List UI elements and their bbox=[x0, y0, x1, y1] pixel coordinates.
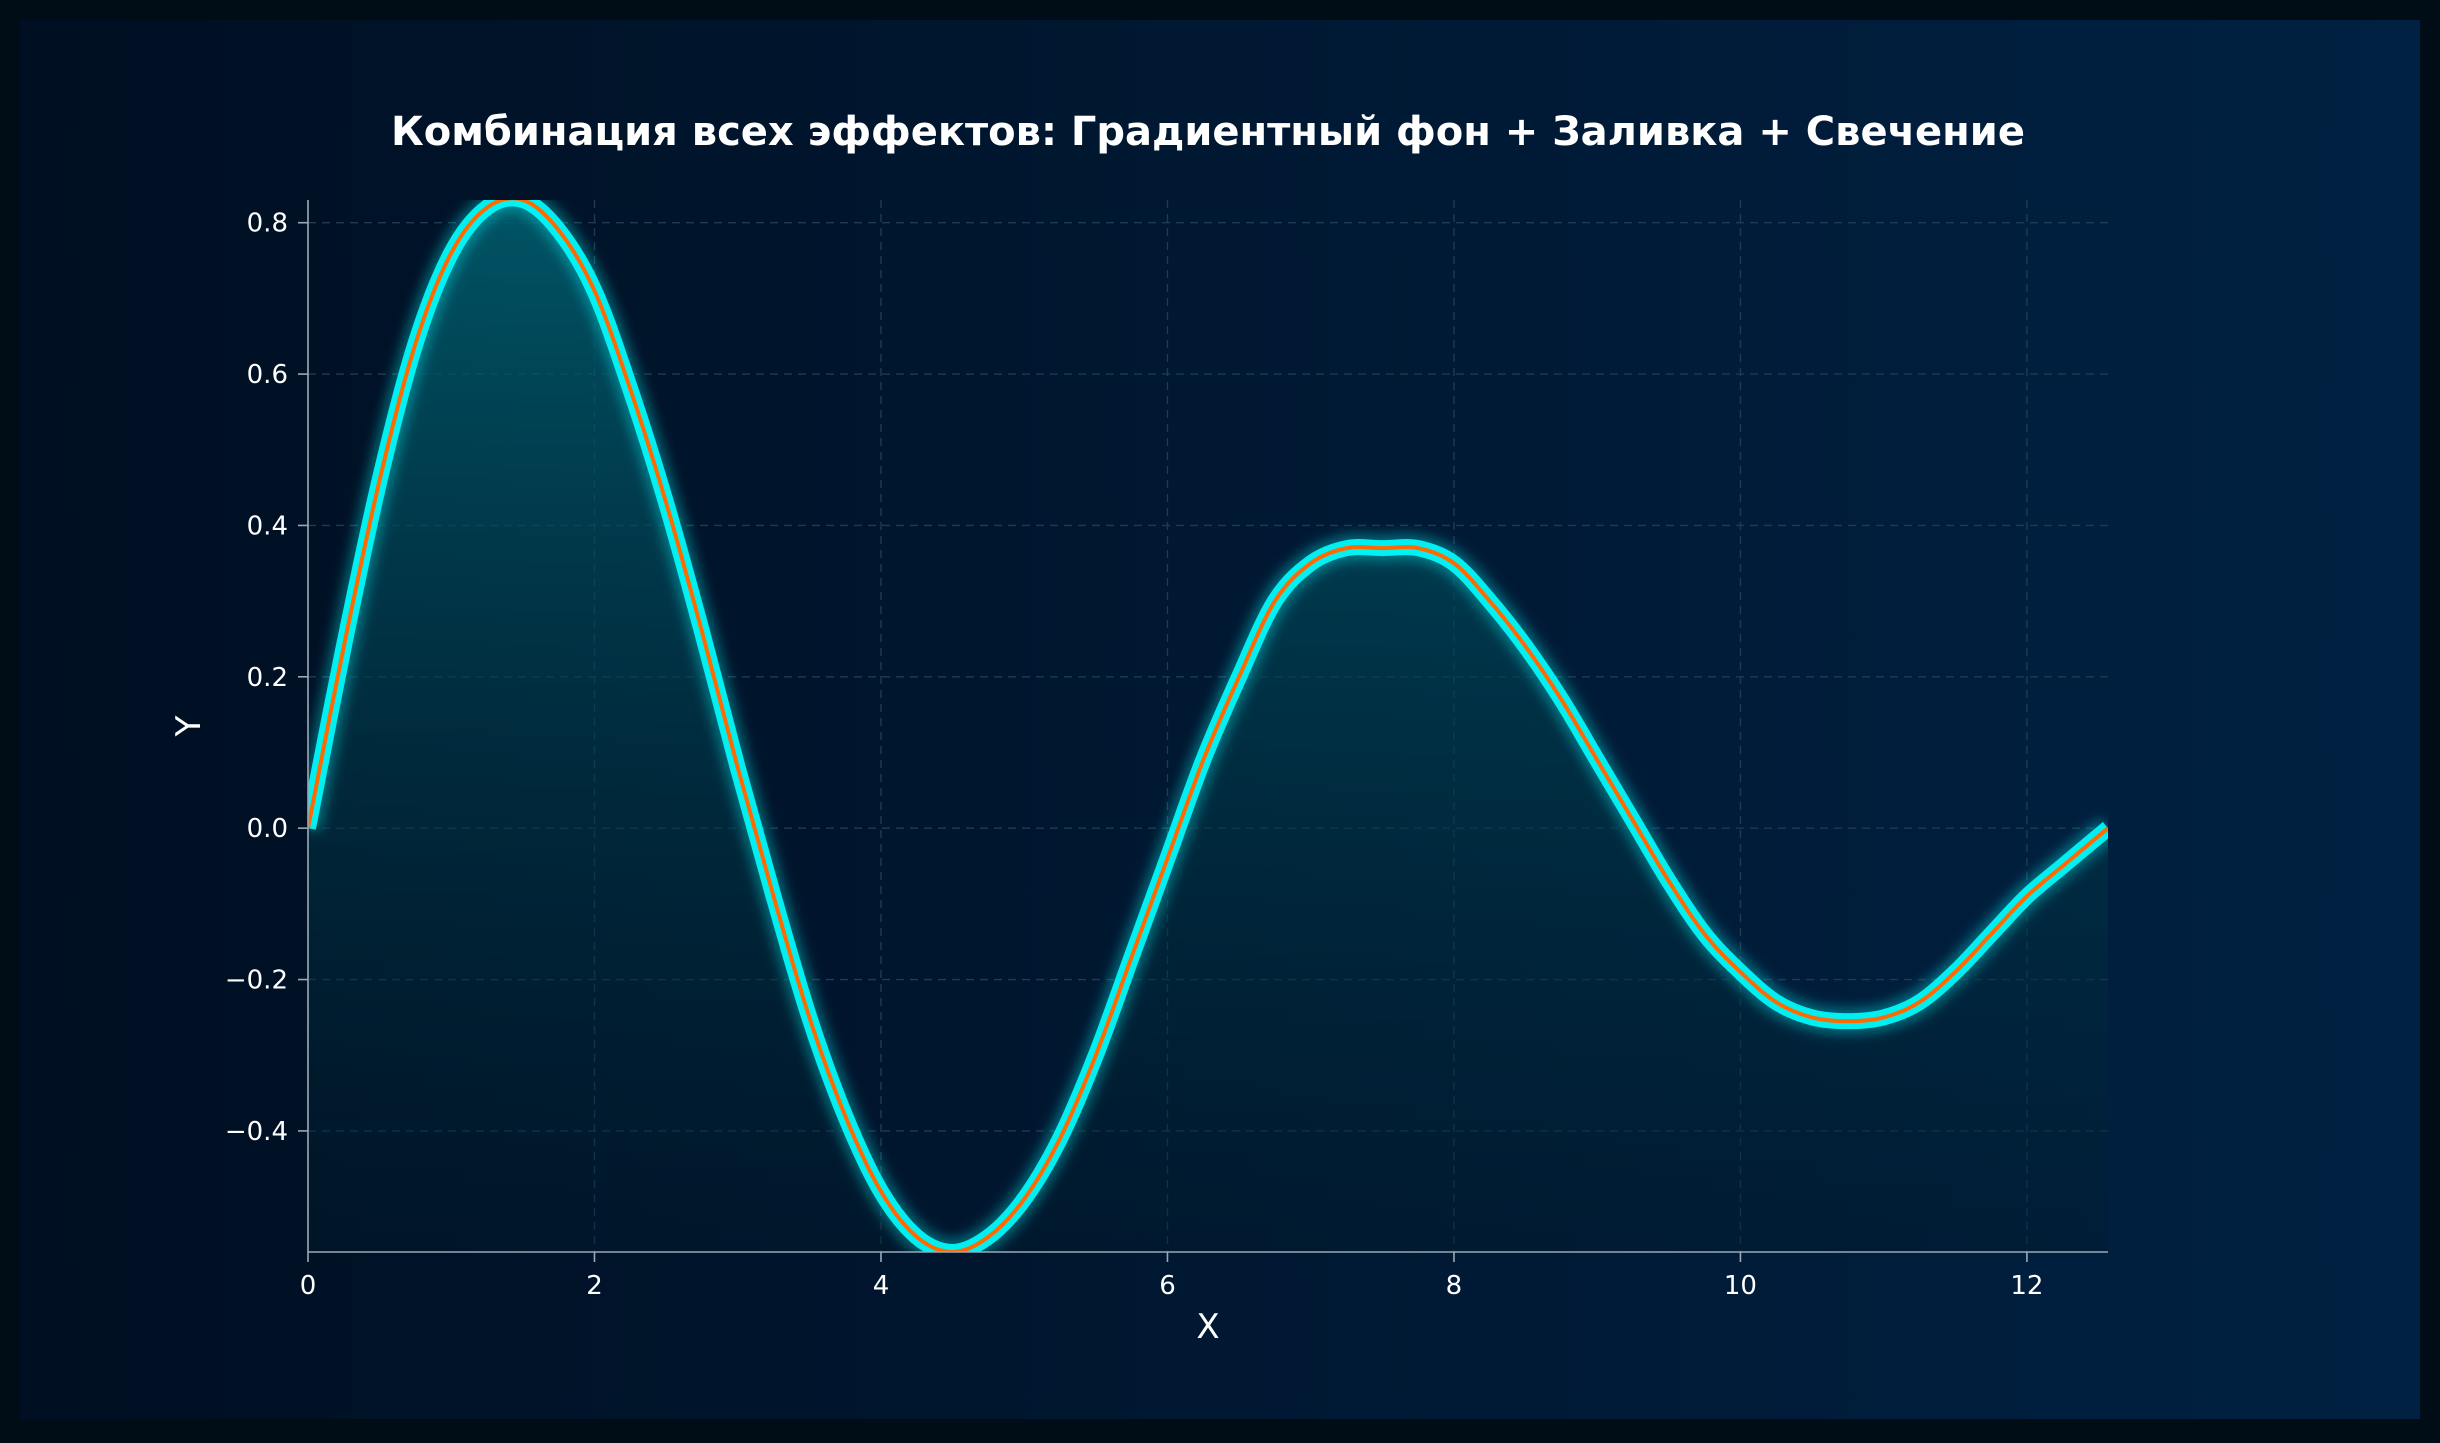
y-axis-label: Y bbox=[169, 715, 209, 737]
y-tick-label: 0.6 bbox=[247, 360, 288, 390]
chart-title: Комбинация всех эффектов: Градиентный фо… bbox=[391, 109, 2025, 155]
area-fill bbox=[308, 200, 2108, 1252]
x-tick-label: 8 bbox=[1446, 1271, 1463, 1301]
x-tick-label: 0 bbox=[300, 1271, 317, 1301]
series-line bbox=[308, 200, 2108, 1252]
x-tick-label: 10 bbox=[1724, 1271, 1757, 1301]
x-axis-label: X bbox=[1196, 1307, 1219, 1347]
y-tick-label: −0.2 bbox=[225, 966, 288, 996]
y-tick-label: 0.0 bbox=[247, 814, 288, 844]
x-axis-ticks: 0 2 4 6 8 10 12 bbox=[300, 1252, 2043, 1301]
y-tick-label: 0.4 bbox=[247, 511, 288, 541]
x-tick-label: 12 bbox=[2010, 1271, 2043, 1301]
x-tick-label: 6 bbox=[1159, 1271, 1176, 1301]
x-tick-label: 2 bbox=[586, 1271, 603, 1301]
y-tick-label: 0.2 bbox=[247, 663, 288, 693]
y-tick-label: 0.8 bbox=[247, 209, 288, 239]
x-tick-label: 4 bbox=[873, 1271, 890, 1301]
y-tick-label: −0.4 bbox=[225, 1117, 288, 1147]
y-axis-ticks: −0.4 −0.2 0.0 0.2 0.4 0.6 0.8 bbox=[225, 209, 308, 1147]
